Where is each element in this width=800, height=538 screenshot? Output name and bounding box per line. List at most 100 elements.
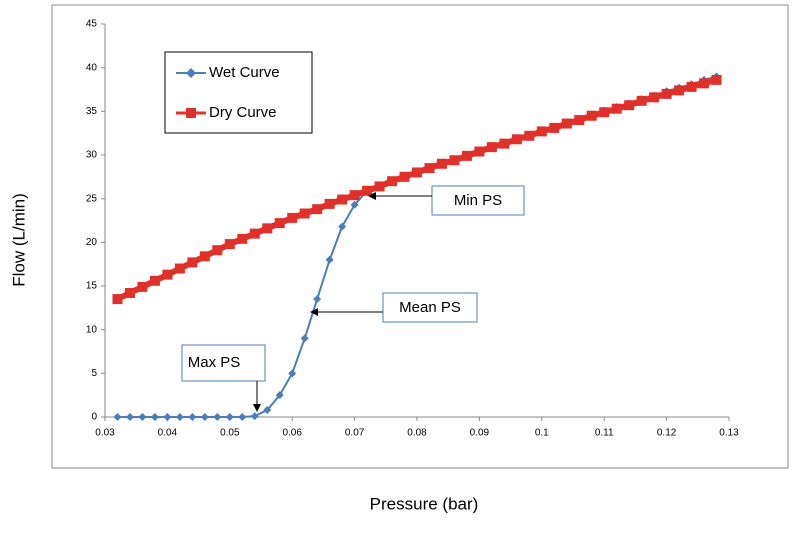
point xyxy=(138,413,147,421)
point xyxy=(149,275,160,286)
point xyxy=(338,222,347,231)
point xyxy=(324,198,335,209)
point xyxy=(312,204,323,215)
point xyxy=(536,126,547,137)
point xyxy=(349,190,360,201)
y-tick-label: 20 xyxy=(86,237,98,248)
point xyxy=(624,100,635,111)
point xyxy=(424,163,435,174)
x-tick-label: 0.07 xyxy=(345,428,365,439)
point xyxy=(449,155,460,166)
point xyxy=(174,263,185,274)
point xyxy=(112,294,123,305)
point xyxy=(711,74,722,85)
point xyxy=(224,239,235,250)
x-tick-label: 0.03 xyxy=(95,428,115,439)
point xyxy=(300,334,309,343)
point xyxy=(238,413,247,421)
point xyxy=(313,295,322,304)
point xyxy=(262,223,273,234)
annotation: Mean PS xyxy=(399,299,461,316)
point xyxy=(124,287,135,298)
point xyxy=(162,269,173,280)
point xyxy=(249,228,260,239)
point xyxy=(387,176,398,187)
x-tick-label: 0.05 xyxy=(220,428,240,439)
x-tick-label: 0.12 xyxy=(657,428,677,439)
point xyxy=(250,412,259,421)
point xyxy=(412,167,422,178)
point xyxy=(212,245,223,256)
point xyxy=(188,413,197,421)
point xyxy=(199,251,210,262)
point xyxy=(137,281,148,292)
legend-marker xyxy=(186,108,196,118)
point xyxy=(661,88,672,99)
x-tick-label: 0.1 xyxy=(535,428,549,439)
point xyxy=(337,194,348,205)
point xyxy=(461,150,472,161)
arrow-head xyxy=(310,308,318,316)
y-tick-label: 35 xyxy=(86,106,98,117)
annotation-box xyxy=(382,292,478,323)
x-tick-label: 0.04 xyxy=(158,428,178,439)
point xyxy=(288,369,297,378)
point xyxy=(350,200,359,209)
point xyxy=(549,122,560,133)
x-tick-label: 0.11 xyxy=(595,428,614,439)
annotation: Min PS xyxy=(454,192,502,209)
legend-label: Dry Curve xyxy=(209,104,277,121)
point xyxy=(362,185,373,196)
annotation-box xyxy=(431,185,525,216)
point xyxy=(263,406,272,415)
point xyxy=(611,103,622,114)
point xyxy=(113,413,122,421)
x-axis-title: Pressure (bar) xyxy=(370,494,479,513)
legend-box xyxy=(164,51,313,134)
point xyxy=(237,233,248,244)
point xyxy=(150,413,159,421)
point xyxy=(125,413,134,421)
point xyxy=(325,255,334,264)
y-tick-label: 40 xyxy=(86,62,98,73)
y-tick-label: 45 xyxy=(86,19,98,30)
arrow-head xyxy=(368,192,376,200)
point xyxy=(524,130,535,141)
y-axis-title: Flow (L/min) xyxy=(9,193,28,287)
point xyxy=(287,212,298,223)
annotation: Max PS xyxy=(188,354,241,371)
point xyxy=(187,257,198,268)
x-tick-label: 0.09 xyxy=(470,428,490,439)
point xyxy=(436,158,447,169)
y-tick-label: 25 xyxy=(86,193,98,204)
legend-label: Wet Curve xyxy=(209,64,280,81)
plot-frame xyxy=(51,4,789,469)
point xyxy=(299,208,310,219)
x-tick-label: 0.06 xyxy=(282,428,302,439)
point xyxy=(486,142,497,153)
point xyxy=(511,134,522,145)
point xyxy=(225,413,234,421)
point xyxy=(399,171,410,182)
y-tick-label: 10 xyxy=(86,324,98,335)
point xyxy=(636,95,647,106)
legend: Wet Curve Dry Curve xyxy=(164,51,313,134)
point xyxy=(574,115,585,126)
point xyxy=(686,81,697,92)
point xyxy=(586,110,597,121)
y-tick-label: 15 xyxy=(86,281,98,292)
point xyxy=(474,146,485,157)
y-tick-label: 5 xyxy=(91,368,97,379)
arrow-head xyxy=(253,404,261,412)
point xyxy=(175,413,184,421)
point xyxy=(674,85,685,96)
point xyxy=(274,218,285,229)
x-tick-label: 0.13 xyxy=(719,428,739,439)
point xyxy=(374,181,385,192)
y-tick-label: 0 xyxy=(91,412,97,423)
point xyxy=(599,107,610,118)
point xyxy=(499,138,510,149)
legend-marker xyxy=(186,68,196,78)
point xyxy=(699,78,710,89)
